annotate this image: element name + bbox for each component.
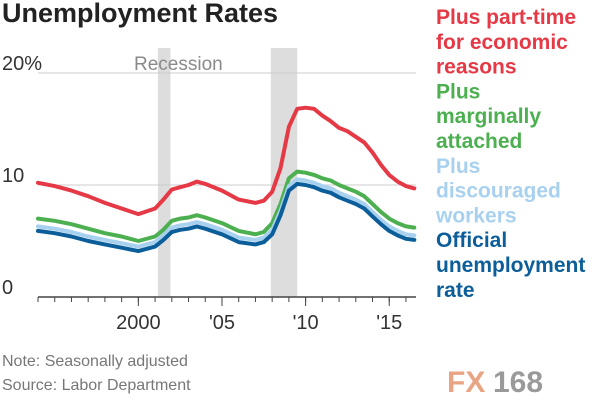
- x-axis: 2000 '05 '10 '15: [37, 297, 407, 334]
- x-tick-label: 2000: [116, 312, 161, 334]
- legend-entry-3-line-2: rate: [436, 279, 475, 302]
- legend-entry-1-line-1: marginally: [436, 105, 541, 128]
- y-tick-label: 0: [2, 277, 13, 299]
- recession-label: Recession: [134, 54, 223, 75]
- gridlines: [38, 72, 416, 298]
- x-tick-label: '15: [376, 312, 402, 334]
- chart-note-0: Note: Seasonally adjusted: [2, 353, 188, 370]
- legend-entry-2-line-1: discouraged: [436, 180, 561, 203]
- series-lines: [36, 105, 417, 254]
- recession-shading: [157, 48, 298, 297]
- legend-entry-0-line-1: for economic: [436, 31, 568, 54]
- legend-entry-0-line-2: reasons: [436, 56, 517, 79]
- recession-band-1: [270, 48, 298, 297]
- x-tick-label: '10: [293, 312, 319, 334]
- chart-note-1: Source: Labor Department: [2, 377, 191, 394]
- legend-entry-1-line-2: attached: [436, 130, 522, 153]
- chart-title: Unemployment Rates: [2, 0, 278, 28]
- watermark-logo: FX 168: [447, 366, 543, 399]
- x-tick-label: '05: [209, 312, 235, 334]
- legend-entry-2-line-0: Plus: [436, 155, 480, 178]
- y-tick-labels: 0 10 20%: [2, 53, 42, 299]
- y-tick-label: 20%: [2, 53, 42, 75]
- recession-band-0: [157, 48, 171, 297]
- legend-entry-0-line-0: Plus part-time: [436, 6, 576, 29]
- series-line-0: [36, 105, 417, 217]
- legend-entry-3-line-1: unemployment: [436, 254, 585, 277]
- series-line-2: [36, 177, 417, 249]
- series-line-3: [36, 181, 417, 254]
- y-tick-label: 10: [2, 165, 24, 187]
- legend-entry-3-line-0: Official: [436, 229, 507, 252]
- watermark-168: 168: [493, 366, 543, 399]
- watermark-fx: FX: [447, 366, 485, 399]
- legend-entry-1-line-0: Plus: [436, 80, 480, 103]
- series-line-1: [36, 169, 417, 243]
- legend-entry-2-line-2: workers: [435, 204, 517, 227]
- chart-notes: Note: Seasonally adjusted Source: Labor D…: [2, 353, 191, 394]
